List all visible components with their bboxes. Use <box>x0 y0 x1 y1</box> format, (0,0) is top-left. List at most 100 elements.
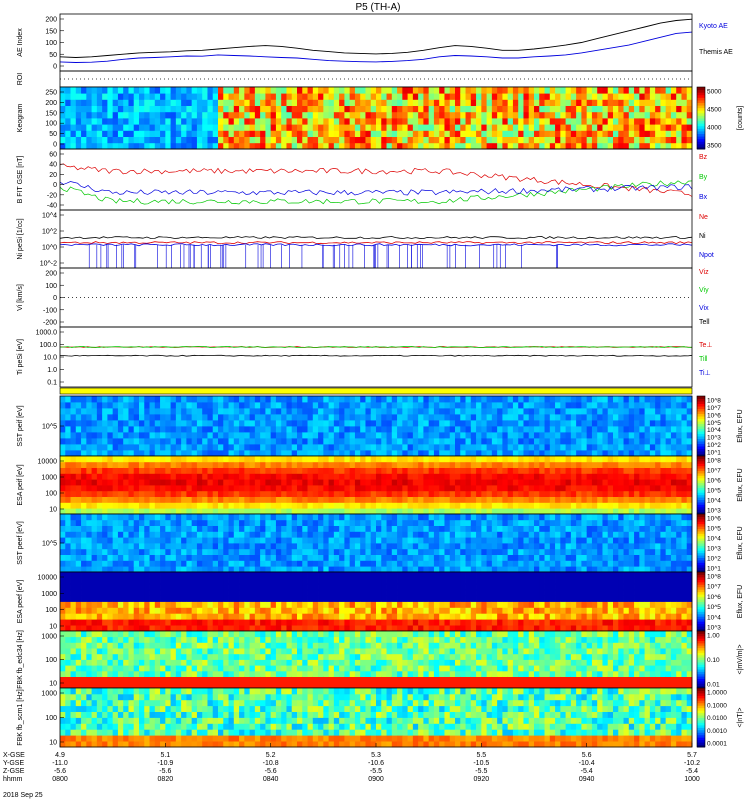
heatmap-cell <box>676 502 682 509</box>
heatmap-cell <box>349 467 356 474</box>
heatmap-cell <box>207 467 214 474</box>
heatmap-cell <box>523 136 530 144</box>
heatmap-cell <box>476 414 482 421</box>
heatmap-cell <box>465 420 472 427</box>
heatmap-cell <box>354 490 361 497</box>
heatmap-cell <box>344 514 351 521</box>
heatmap-cell <box>576 420 582 427</box>
heatmap-cell <box>381 130 387 137</box>
heatmap-cell <box>354 111 361 119</box>
heatmap-cell <box>260 508 266 515</box>
heatmap-cell <box>170 548 177 555</box>
heatmap-cell <box>202 461 208 468</box>
heatmap-cell <box>602 118 609 125</box>
heatmap-cell <box>391 420 398 427</box>
heatmap-cell <box>681 444 688 451</box>
y-tick-label: 40 <box>49 162 57 169</box>
heatmap-cell <box>275 87 282 94</box>
heatmap-cell <box>381 473 387 480</box>
heatmap-cell <box>354 142 361 150</box>
heatmap-cell <box>286 456 293 463</box>
heatmap-cell <box>397 554 403 561</box>
heatmap-cell <box>218 496 224 503</box>
heatmap-cell <box>560 402 566 409</box>
heatmap-cell <box>539 438 545 445</box>
heatmap-cell <box>181 525 187 532</box>
heatmap-cell <box>386 525 393 532</box>
heatmap-cell <box>312 531 319 538</box>
heatmap-cell <box>60 467 66 474</box>
heatmap-cell <box>433 130 440 137</box>
heatmap-cell <box>607 432 614 439</box>
heatmap-cell <box>507 531 514 538</box>
heatmap-cell <box>407 402 414 409</box>
heatmap-cell <box>486 485 493 492</box>
heatmap-cell <box>534 414 540 421</box>
heatmap-cell <box>502 105 509 113</box>
heatmap-cell <box>428 432 435 439</box>
heatmap-cell <box>613 420 619 427</box>
heatmap-cell <box>291 408 298 415</box>
heatmap-cell <box>318 142 324 150</box>
heatmap-cell <box>518 473 524 480</box>
heatmap-cell <box>607 543 614 550</box>
heatmap-cell <box>565 408 572 415</box>
heatmap-cell <box>512 490 519 497</box>
heatmap-cell <box>560 444 566 451</box>
heatmap-cell <box>260 99 266 106</box>
heatmap-cell <box>254 130 261 137</box>
heatmap-cell <box>618 490 624 497</box>
heatmap-cell <box>470 432 477 439</box>
heatmap-cell <box>123 496 129 503</box>
heatmap-cell <box>686 142 693 150</box>
heatmap-cell <box>518 560 524 567</box>
heatmap-cell <box>412 537 419 544</box>
heatmap-cell <box>86 508 92 515</box>
heatmap-cell <box>376 438 382 445</box>
heatmap-cell <box>333 426 340 433</box>
heatmap-cell <box>70 426 77 433</box>
heatmap-cell <box>560 519 566 526</box>
heatmap-cell <box>623 496 630 503</box>
heatmap-cell <box>676 490 682 497</box>
heatmap-cell <box>428 124 435 131</box>
heatmap-cell <box>65 485 71 492</box>
heatmap-cell <box>570 566 577 573</box>
heatmap-cell <box>476 456 482 463</box>
heatmap-cell <box>133 87 140 94</box>
heatmap-cell <box>107 402 114 409</box>
heatmap-cell <box>607 473 614 480</box>
heatmap-cell <box>686 485 693 492</box>
heatmap-cell <box>207 87 214 94</box>
heatmap-cell <box>391 450 398 457</box>
heatmap-cell <box>644 473 651 480</box>
heatmap-cell <box>260 560 266 567</box>
y-tick-label: 50 <box>49 52 57 59</box>
heatmap-cell <box>565 105 572 113</box>
heatmap-cell <box>112 420 119 427</box>
heatmap-cell <box>476 450 482 457</box>
heatmap-cell <box>412 450 419 457</box>
heatmap-cell <box>297 548 303 555</box>
heatmap-cell <box>339 408 345 415</box>
heatmap-cell <box>86 408 92 415</box>
heatmap-cell <box>186 396 193 403</box>
heatmap-cell <box>628 531 635 538</box>
heatmap-cell <box>507 118 514 125</box>
heatmap-cell <box>344 485 351 492</box>
heatmap-cell <box>354 438 361 445</box>
heatmap-cell <box>433 408 440 415</box>
heatmap-cell <box>644 426 651 433</box>
heatmap-cell <box>286 142 293 150</box>
heatmap-cell <box>107 414 114 421</box>
heatmap-cell <box>597 93 603 100</box>
heatmap-cell <box>428 508 435 515</box>
heatmap-cell <box>128 444 135 451</box>
heatmap-cell <box>491 537 498 544</box>
heatmap-cell <box>139 554 145 561</box>
heatmap-cell <box>139 426 145 433</box>
heatmap-cell <box>339 514 345 521</box>
heatmap-cell <box>207 485 214 492</box>
heatmap-cell <box>423 105 430 113</box>
heatmap-cell <box>402 531 408 538</box>
